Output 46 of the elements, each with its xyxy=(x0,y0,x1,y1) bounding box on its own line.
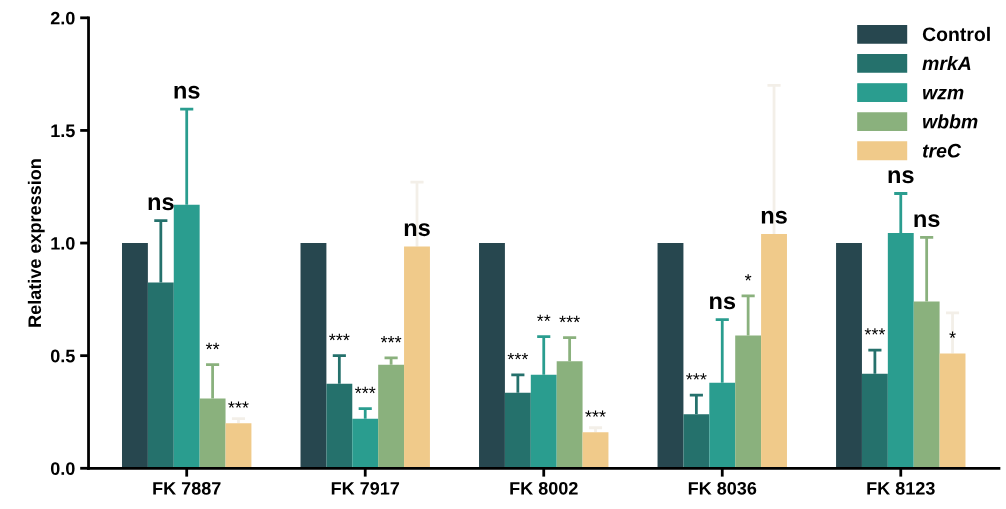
legend-label: wbbm xyxy=(923,114,978,129)
annotation: *** xyxy=(559,315,580,323)
x-tick-label: FK 7887 xyxy=(153,481,221,495)
legend-label: mrkA xyxy=(922,55,971,71)
x-tick-label: FK 8002 xyxy=(510,481,578,495)
bar xyxy=(939,353,966,469)
annotation: *** xyxy=(228,401,249,408)
annotation: *** xyxy=(354,386,376,394)
legend-label: treC xyxy=(922,143,962,158)
annotation: *** xyxy=(686,373,707,380)
annotation: * xyxy=(949,331,956,338)
annotation: ns xyxy=(148,197,174,211)
bar xyxy=(657,243,684,469)
bar xyxy=(122,243,148,469)
annotation: *** xyxy=(507,353,529,360)
annotation: ns xyxy=(914,214,940,228)
y-tick-label: 1.5 xyxy=(51,124,75,138)
annotation: ns xyxy=(761,210,787,224)
annotation: ns xyxy=(888,170,914,184)
annotation: * xyxy=(744,274,752,281)
bar xyxy=(479,243,505,469)
x-tick-label: FK 7917 xyxy=(331,481,400,495)
bar xyxy=(225,423,252,469)
legend-label: wzm xyxy=(923,88,964,100)
annotation: ** xyxy=(537,314,551,322)
x-tick-label: FK 8123 xyxy=(867,481,935,495)
y-tick-label: 0.5 xyxy=(50,349,75,363)
annotation: ** xyxy=(205,342,220,350)
legend-label: Control xyxy=(922,26,990,42)
x-tick-label: FK 8036 xyxy=(688,481,757,495)
bar xyxy=(300,243,327,469)
annotation: *** xyxy=(380,336,402,343)
y-tick-label: 0.0 xyxy=(50,462,75,475)
bar xyxy=(836,243,862,469)
annotation: *** xyxy=(585,410,606,417)
annotation: *** xyxy=(329,333,350,341)
annotation: ns xyxy=(174,85,200,99)
annotation: ns xyxy=(404,223,430,237)
bar xyxy=(761,234,787,469)
y-tick-label: 1.0 xyxy=(51,236,75,250)
y-axis-title: Relative expression xyxy=(27,159,45,327)
annotation: *** xyxy=(864,328,886,335)
bar xyxy=(404,246,430,469)
annotation: ns xyxy=(710,296,736,310)
bar xyxy=(582,432,609,469)
y-tick-label: 2.0 xyxy=(50,11,75,25)
